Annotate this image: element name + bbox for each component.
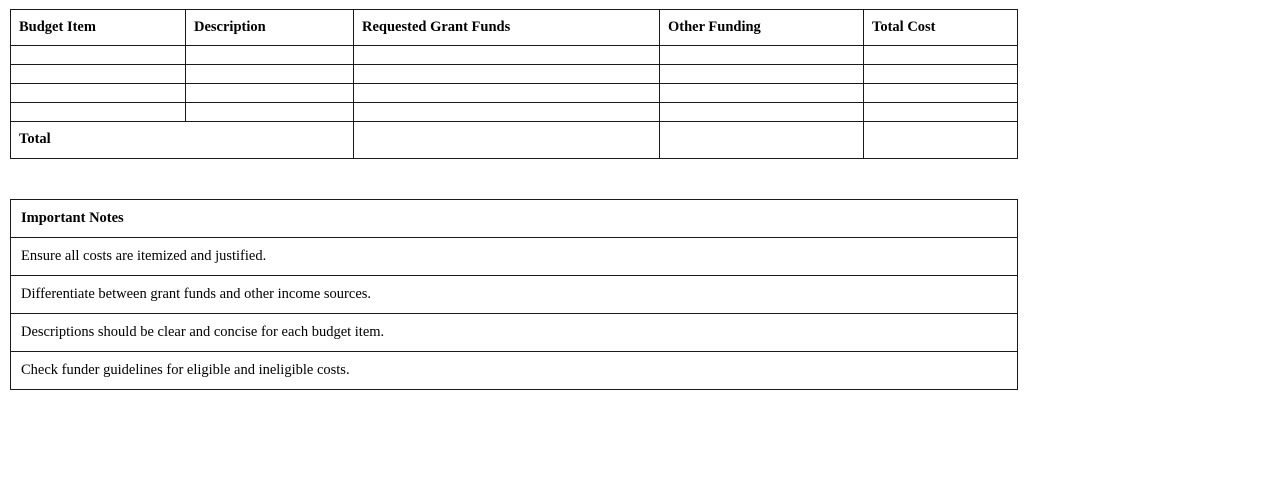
table-row xyxy=(10,45,1018,65)
cell-total-cost[interactable] xyxy=(863,64,1018,84)
table-row xyxy=(10,64,1018,84)
cell-total-cost[interactable] xyxy=(863,83,1018,103)
cell-budget-item[interactable] xyxy=(10,83,186,103)
list-item: Descriptions should be clear and concise… xyxy=(10,313,1018,352)
cell-other-funding[interactable] xyxy=(659,45,864,65)
total-row-label: Total xyxy=(10,121,354,159)
notes-heading: Important Notes xyxy=(10,199,1018,238)
column-header-total-cost: Total Cost xyxy=(863,9,1018,46)
cell-requested-grant-funds[interactable] xyxy=(353,45,660,65)
note-item-4: Check funder guidelines for eligible and… xyxy=(10,351,1018,390)
note-item-2: Differentiate between grant funds and ot… xyxy=(10,275,1018,314)
cell-description[interactable] xyxy=(185,64,354,84)
cell-budget-item[interactable] xyxy=(10,102,186,122)
cell-other-funding[interactable] xyxy=(659,102,864,122)
total-cell-other-funding[interactable] xyxy=(659,121,864,159)
cell-total-cost[interactable] xyxy=(863,45,1018,65)
important-notes-table: Important Notes Ensure all costs are ite… xyxy=(10,199,1018,390)
cell-other-funding[interactable] xyxy=(659,83,864,103)
cell-budget-item[interactable] xyxy=(10,45,186,65)
cell-requested-grant-funds[interactable] xyxy=(353,83,660,103)
cell-requested-grant-funds[interactable] xyxy=(353,64,660,84)
grant-budget-table: Budget Item Description Requested Grant … xyxy=(10,9,1018,159)
note-item-1: Ensure all costs are itemized and justif… xyxy=(10,237,1018,276)
table-row xyxy=(10,102,1018,122)
column-header-budget-item: Budget Item xyxy=(10,9,186,46)
total-cell-total-cost[interactable] xyxy=(863,121,1018,159)
list-item: Check funder guidelines for eligible and… xyxy=(10,351,1018,390)
column-header-requested-grant-funds: Requested Grant Funds xyxy=(353,9,660,46)
budget-table-total-row: Total xyxy=(10,121,1018,159)
list-item: Ensure all costs are itemized and justif… xyxy=(10,237,1018,276)
column-header-other-funding: Other Funding xyxy=(659,9,864,46)
cell-total-cost[interactable] xyxy=(863,102,1018,122)
table-row xyxy=(10,83,1018,103)
total-cell-requested-grant-funds[interactable] xyxy=(353,121,660,159)
notes-heading-row: Important Notes xyxy=(10,199,1018,238)
cell-description[interactable] xyxy=(185,102,354,122)
budget-table-header-row: Budget Item Description Requested Grant … xyxy=(10,9,1018,46)
list-item: Differentiate between grant funds and ot… xyxy=(10,275,1018,314)
note-item-3: Descriptions should be clear and concise… xyxy=(10,313,1018,352)
cell-other-funding[interactable] xyxy=(659,64,864,84)
cell-description[interactable] xyxy=(185,83,354,103)
cell-budget-item[interactable] xyxy=(10,64,186,84)
cell-requested-grant-funds[interactable] xyxy=(353,102,660,122)
cell-description[interactable] xyxy=(185,45,354,65)
column-header-description: Description xyxy=(185,9,354,46)
